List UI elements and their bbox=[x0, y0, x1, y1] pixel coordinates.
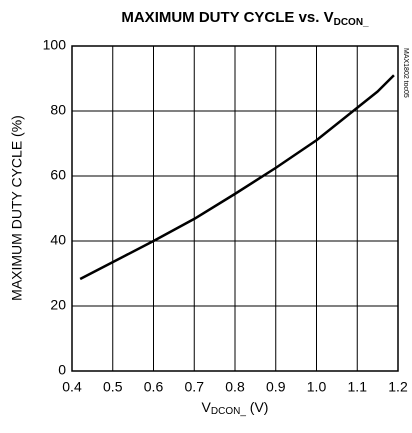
x-tick-label: 0.8 bbox=[225, 379, 245, 395]
x-tick-label: 0.4 bbox=[62, 379, 82, 395]
y-tick-label: 100 bbox=[43, 37, 67, 53]
x-label-sub: DCON_ bbox=[211, 406, 246, 417]
y-tick-label: 20 bbox=[50, 297, 66, 313]
title-main: MAXIMUM DUTY CYCLE vs. V bbox=[121, 9, 333, 26]
y-tick-label: 60 bbox=[50, 167, 66, 183]
x-tick-label: 1.1 bbox=[348, 379, 368, 395]
plot-frame bbox=[71, 45, 399, 372]
x-tick-label: 1.0 bbox=[307, 379, 327, 395]
y-tick-label: 80 bbox=[50, 102, 66, 118]
data-line bbox=[79, 74, 395, 281]
x-tick-label: 0.9 bbox=[266, 379, 286, 395]
y-axis-label: MAXIMUM DUTY CYCLE (%) bbox=[9, 115, 25, 301]
x-tick-label: 0.6 bbox=[144, 379, 164, 395]
x-tick-label: 1.2 bbox=[388, 379, 408, 395]
x-tick-label: 0.5 bbox=[103, 379, 123, 395]
x-label-suffix: (V) bbox=[246, 399, 269, 415]
title-sub: DCON_ bbox=[334, 17, 369, 28]
x-axis-label: VDCON_ (V) bbox=[202, 399, 269, 417]
chart-title: MAXIMUM DUTY CYCLE vs. VDCON_ bbox=[121, 9, 369, 28]
y-tick-label: 0 bbox=[58, 362, 66, 378]
annotation: MAX1802 toc05 bbox=[402, 48, 409, 98]
x-label-main: V bbox=[202, 399, 212, 415]
y-tick-label: 40 bbox=[50, 232, 66, 248]
x-tick-label: 0.7 bbox=[185, 379, 205, 395]
